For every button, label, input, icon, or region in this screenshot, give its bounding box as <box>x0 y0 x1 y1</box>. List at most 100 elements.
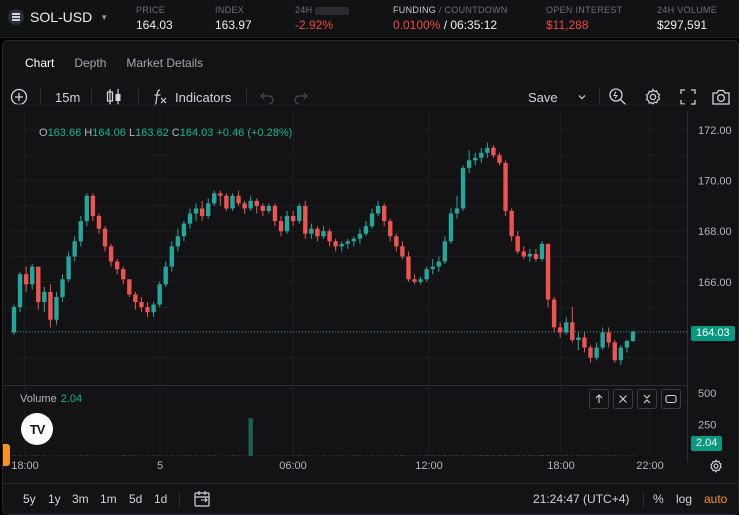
candle-body <box>199 208 205 217</box>
volume-bar <box>491 455 496 456</box>
stat-value: $11,288 <box>546 18 589 32</box>
high-value: 164.06 <box>92 127 126 139</box>
drawing-toolbar-handle[interactable] <box>3 444 10 466</box>
close-pane-button[interactable] <box>613 389 633 409</box>
stat-label: OPEN INTEREST <box>546 5 623 15</box>
ohlc-legend: O163.66 H164.06 L163.62 C164.03 +0.46 (+… <box>39 127 292 139</box>
candle-body <box>485 147 490 153</box>
tab-depth[interactable]: Depth <box>74 56 107 70</box>
candle-body <box>315 228 320 237</box>
candle-body <box>151 304 156 313</box>
close-icon <box>619 395 627 403</box>
interval-button[interactable]: 15m <box>55 89 81 105</box>
volume-bar <box>606 455 611 456</box>
candle-body <box>84 195 90 222</box>
tab-chart[interactable]: Chart <box>25 56 55 70</box>
candle-body <box>218 193 223 196</box>
move-pane-up-button[interactable] <box>589 389 609 409</box>
candle-body <box>78 221 83 242</box>
last-price-label: 164.03 <box>691 326 735 341</box>
save-label: Save <box>528 89 558 105</box>
candle-body <box>564 322 569 333</box>
screenshot-button[interactable] <box>711 83 731 111</box>
stat-label: 24H VOLUME <box>657 5 718 15</box>
chart-type-button[interactable] <box>106 83 122 111</box>
save-menu-button[interactable] <box>577 83 587 111</box>
stat-funding: FUNDING / COUNTDOWN 0.0100% / 06:35:12 <box>393 5 508 32</box>
low-value: 163.62 <box>135 127 169 139</box>
undo-button[interactable] <box>259 83 275 111</box>
candle-body <box>527 253 533 257</box>
candle-body <box>551 299 557 328</box>
stat-value: 0.0100% / 06:35:12 <box>393 18 508 32</box>
redacted-text <box>315 6 350 15</box>
volume-bar <box>485 455 490 456</box>
candle-body <box>248 200 253 209</box>
candle-body <box>473 157 478 161</box>
candle-body <box>169 246 174 267</box>
candle-body <box>333 241 338 247</box>
symbol-label: SOL-USD <box>30 9 93 25</box>
go-to-date-button[interactable] <box>193 490 211 513</box>
stat-label: INDEX <box>215 5 245 15</box>
stat-value: -2.92% <box>295 18 334 32</box>
auto-scale-button[interactable]: auto <box>704 492 728 506</box>
candle-body <box>284 216 290 232</box>
save-button[interactable]: Save <box>528 83 558 111</box>
candle-body <box>139 302 144 308</box>
timezone-clock[interactable]: 21:24:47 (UTC+4) <box>533 492 630 506</box>
maximize-icon <box>665 394 677 404</box>
countdown-value: / 06:35:12 <box>440 18 498 32</box>
volume-bar <box>351 455 357 456</box>
tradingview-logo[interactable]: TV <box>21 413 53 445</box>
countdown-label: / COUNTDOWN <box>436 5 508 15</box>
redo-button[interactable] <box>293 83 309 111</box>
candle-body <box>60 279 65 297</box>
candle-body <box>400 246 405 257</box>
candle-body <box>193 208 199 214</box>
candle-body <box>121 269 126 280</box>
percent-scale-button[interactable]: % <box>653 492 664 506</box>
range-5d-button[interactable]: 5d <box>129 492 143 506</box>
volume-label: Volume <box>20 393 57 405</box>
range-3m-button[interactable]: 3m <box>72 492 89 506</box>
candle-body <box>212 193 217 204</box>
candle-body <box>454 208 460 214</box>
volume-bar <box>533 455 539 456</box>
stat-index: INDEX 163.97 <box>215 5 252 32</box>
open-key: O <box>39 127 48 139</box>
candle-body <box>466 160 472 168</box>
candle-body <box>23 274 29 285</box>
tab-market-details[interactable]: Market Details <box>126 56 204 70</box>
volume-axis-tick: 250 <box>698 420 716 432</box>
fullscreen-button[interactable] <box>680 83 696 111</box>
candle-body <box>42 291 47 303</box>
candle-body <box>418 279 423 282</box>
chevron-down-icon <box>578 95 586 100</box>
volume-bar <box>424 455 429 456</box>
stat-24h-volume: 24H VOLUME $297,591 <box>657 5 717 32</box>
open-value: 163.66 <box>47 127 82 139</box>
candle-body <box>72 241 77 257</box>
log-scale-button[interactable]: log <box>676 492 693 506</box>
candle-body <box>570 322 575 340</box>
volume-bar <box>588 455 593 456</box>
range-1d-button[interactable]: 1d <box>154 492 168 506</box>
maximize-pane-button[interactable] <box>661 389 681 409</box>
symbol-selector[interactable]: SOL-USD ▼ <box>8 9 108 25</box>
quick-search-icon <box>609 88 627 106</box>
range-1y-button[interactable]: 1y <box>48 492 61 506</box>
range-1m-button[interactable]: 1m <box>100 492 117 506</box>
volume-bar <box>503 455 508 456</box>
candle-body <box>17 274 23 308</box>
candle-body <box>230 195 235 209</box>
range-5y-button[interactable]: 5y <box>23 492 36 506</box>
price-axis-tick: 168.00 <box>698 226 732 238</box>
chart-canvas[interactable]: 172.00 170.00 168.00 166.00 500 250 18:00 5 06:0… <box>3 41 738 514</box>
bottom-toolbar: 5y 1y 3m 1m 5d 1d 21:24:47 (UTC+4) % log… <box>3 483 739 515</box>
collapse-pane-button[interactable] <box>637 389 657 409</box>
quick-search-button[interactable] <box>608 83 628 111</box>
candle-body <box>11 307 17 333</box>
price-axis-tick: 166.00 <box>698 277 732 289</box>
scale-settings-button[interactable] <box>709 459 723 478</box>
